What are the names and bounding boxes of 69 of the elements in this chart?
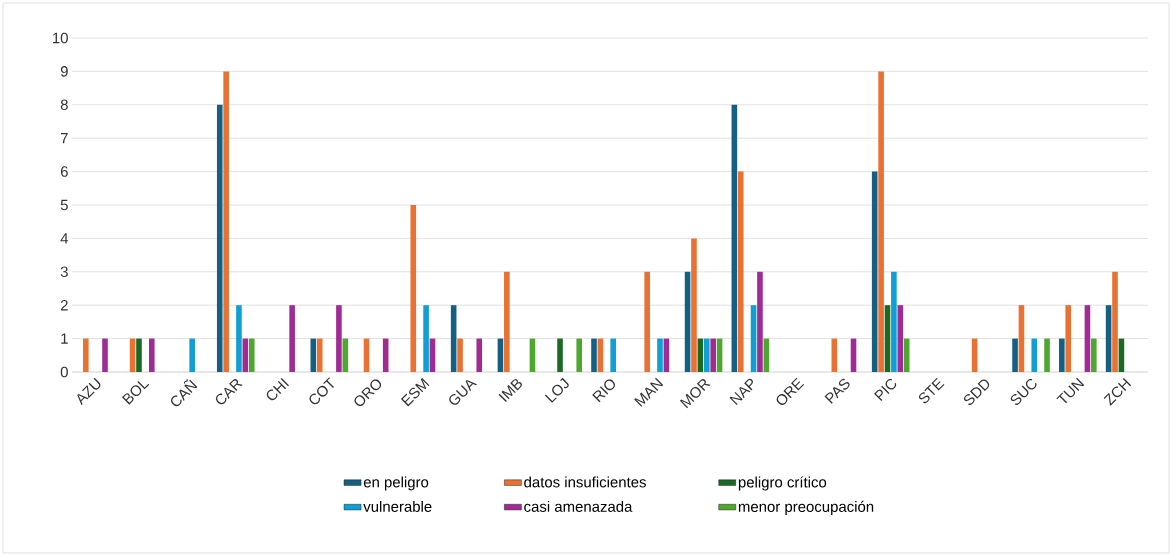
x-tick-label: IMB [498, 379, 522, 403]
bar [410, 204, 417, 372]
bar [891, 271, 897, 372]
bar [657, 338, 663, 372]
bar [316, 338, 323, 372]
bar [644, 271, 650, 372]
bar [102, 338, 108, 372]
legend-label: vulnerable [363, 500, 432, 512]
y-tick-label: 2 [60, 299, 68, 311]
y-tick-label: 7 [60, 133, 68, 144]
bar [476, 338, 483, 372]
bar [897, 305, 904, 372]
y-tick-label: 1 [61, 333, 68, 344]
bar [189, 338, 195, 372]
bar [878, 71, 884, 372]
bar [757, 271, 763, 372]
bar [576, 338, 583, 372]
y-tick-label: 10 [53, 32, 68, 44]
bar [216, 104, 223, 372]
bar [884, 305, 891, 372]
bar [457, 338, 463, 372]
legend-label: datos insuficientes [524, 476, 646, 488]
x-tick-label: GUA [449, 380, 478, 405]
bar [136, 338, 142, 372]
y-tick-label: 4 [60, 233, 69, 244]
x-tick-label: LOJ [544, 377, 569, 403]
legend-label: en peligro [363, 476, 429, 491]
bar [750, 305, 757, 372]
y-tick-label: 0 [60, 366, 68, 378]
bar [450, 305, 457, 372]
x-tick-label: CHI [266, 378, 289, 401]
bar [248, 338, 255, 372]
y-tick-label: 8 [60, 99, 68, 111]
legend-label: casi amenazada [524, 500, 633, 512]
bar [1112, 271, 1118, 372]
bar [1091, 338, 1097, 372]
bar [1084, 305, 1091, 372]
bar [1031, 338, 1038, 372]
bar [83, 338, 89, 372]
bar [710, 338, 716, 372]
legend-label: menor preocupación [738, 500, 874, 515]
bar [236, 305, 242, 372]
bar [557, 338, 563, 372]
bar [289, 305, 295, 372]
bar [703, 338, 710, 372]
y-tick-label: 5 [60, 199, 68, 211]
y-tick-label: 3 [60, 266, 68, 278]
y-tick-label: 9 [60, 66, 68, 77]
bar [223, 71, 229, 372]
bar [336, 305, 342, 372]
legend-label: peligro crítico [738, 476, 827, 491]
bar [610, 338, 616, 372]
bar [1059, 338, 1065, 372]
x-tick-label: PIC [874, 378, 897, 402]
bar [737, 171, 744, 372]
bar [423, 305, 429, 372]
x-tick-label: TUN [1056, 377, 1085, 404]
bar [591, 338, 597, 372]
bar [1012, 338, 1018, 372]
bar [504, 271, 510, 372]
bar [1044, 338, 1050, 372]
bar [148, 338, 155, 372]
bar [691, 238, 697, 372]
bar [1105, 305, 1112, 372]
y-tick-label: 6 [60, 166, 68, 177]
x-tick-label: RIO [592, 379, 615, 403]
bar [1018, 305, 1025, 372]
x-tick-label: BOL [122, 381, 150, 405]
bar [1065, 305, 1072, 372]
